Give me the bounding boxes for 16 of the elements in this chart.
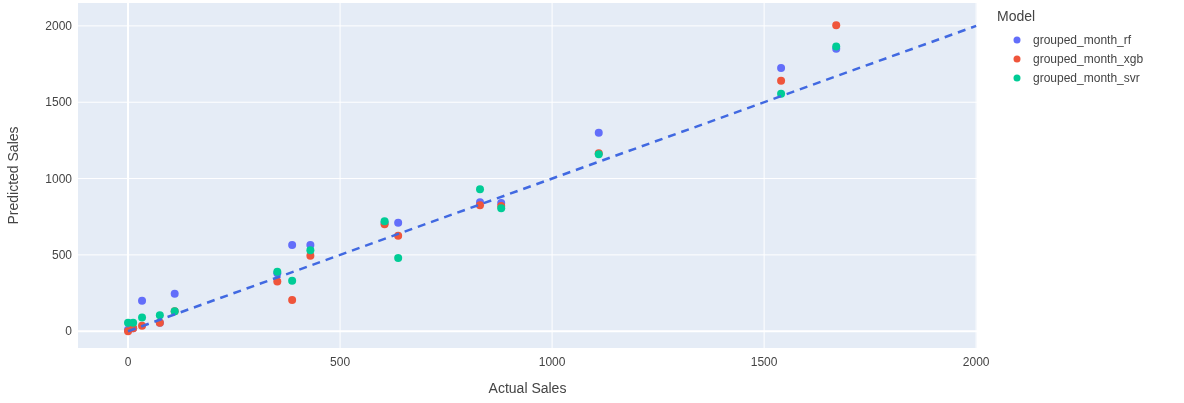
legend-label: grouped_month_xgb [1033, 52, 1144, 66]
y-tick-label: 0 [65, 324, 73, 339]
y-tick-label: 2000 [45, 18, 73, 33]
y-axis-title: Predicted Sales [5, 126, 21, 225]
legend-label: grouped_month_rf [1033, 33, 1132, 47]
x-tick-label: 1000 [538, 355, 566, 369]
x-axis-title: Actual Sales [488, 380, 567, 396]
legend-title: Model [997, 8, 1036, 24]
x-tick-label: 0 [124, 355, 132, 369]
x-tick-label: 500 [330, 355, 351, 369]
y-tick-label: 500 [51, 247, 73, 262]
legend-label: grouped_month_svr [1033, 71, 1140, 85]
x-tick-label: 2000 [962, 355, 990, 369]
y-tick-label: 1500 [45, 95, 73, 110]
x-tick-label: 1500 [750, 355, 778, 369]
y-tick-label: 1000 [45, 171, 73, 186]
